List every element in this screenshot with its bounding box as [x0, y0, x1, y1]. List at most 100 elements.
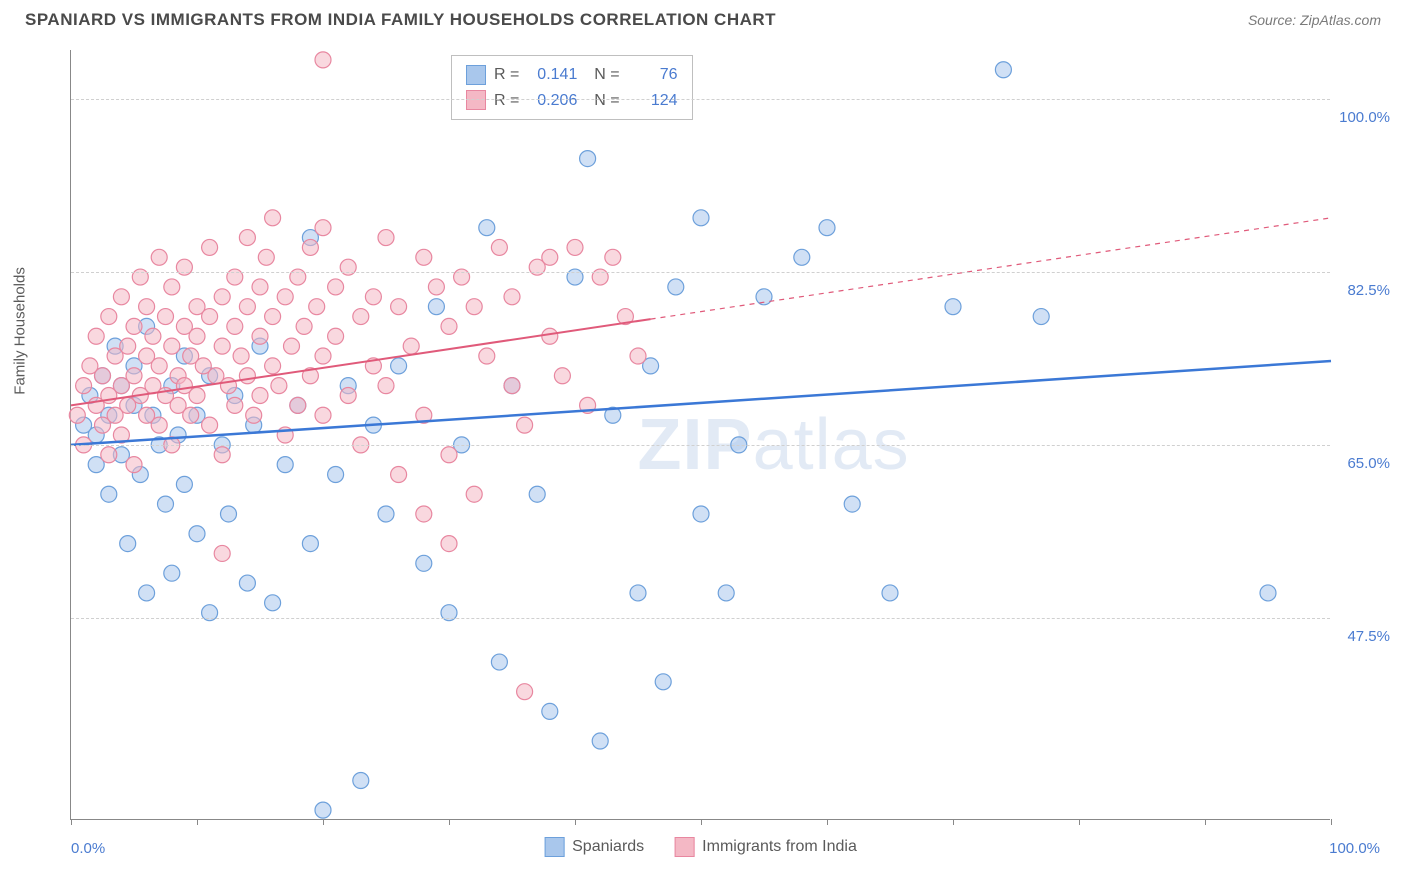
header: SPANIARD VS IMMIGRANTS FROM INDIA FAMILY… [0, 0, 1406, 35]
scatter-point [214, 447, 230, 463]
scatter-point [290, 397, 306, 413]
scatter-point [265, 309, 281, 325]
scatter-point [145, 328, 161, 344]
scatter-point [1033, 309, 1049, 325]
legend-swatch [466, 90, 486, 110]
scatter-point [126, 318, 142, 334]
scatter-point [353, 309, 369, 325]
scatter-point [466, 299, 482, 315]
legend-swatch [544, 837, 564, 857]
legend-label: Immigrants from India [702, 838, 857, 856]
scatter-point [233, 348, 249, 364]
grid-line [71, 445, 1330, 446]
scatter-point [265, 210, 281, 226]
scatter-point [794, 249, 810, 265]
scatter-point [995, 62, 1011, 78]
scatter-point [391, 358, 407, 374]
scatter-point [120, 338, 136, 354]
scatter-point [403, 338, 419, 354]
scatter-point [428, 299, 444, 315]
scatter-point [151, 249, 167, 265]
scatter-point [491, 654, 507, 670]
scatter-point [315, 52, 331, 68]
scatter-point [202, 309, 218, 325]
scatter-point [176, 476, 192, 492]
x-tick [323, 819, 324, 825]
scatter-point [441, 318, 457, 334]
scatter-point [416, 555, 432, 571]
scatter-point [479, 348, 495, 364]
scatter-point [542, 328, 558, 344]
scatter-point [491, 239, 507, 255]
scatter-point [164, 279, 180, 295]
scatter-point [101, 309, 117, 325]
x-tick-label: 0.0% [71, 840, 105, 857]
scatter-point [164, 338, 180, 354]
scatter-point [189, 388, 205, 404]
scatter-point [265, 358, 281, 374]
scatter-point [441, 447, 457, 463]
stat-n-label: N = [585, 88, 619, 114]
scatter-point [302, 239, 318, 255]
scatter-point [271, 378, 287, 394]
scatter-point [265, 595, 281, 611]
scatter-point [277, 289, 293, 305]
scatter-point [183, 407, 199, 423]
scatter-point [378, 506, 394, 522]
scatter-point [246, 407, 262, 423]
scatter-point [202, 239, 218, 255]
scatter-point [554, 368, 570, 384]
scatter-point [252, 388, 268, 404]
scatter-point [567, 239, 583, 255]
scatter-point [227, 318, 243, 334]
scatter-point [517, 417, 533, 433]
bottom-legend-item: Spaniards [544, 837, 644, 857]
scatter-point [221, 378, 237, 394]
stat-n-label: N = [585, 62, 619, 88]
grid-line [71, 99, 1330, 100]
scatter-point [189, 328, 205, 344]
scatter-point [296, 318, 312, 334]
scatter-point [416, 506, 432, 522]
scatter-point [95, 368, 111, 384]
source-attribution: Source: ZipAtlas.com [1248, 12, 1381, 28]
scatter-point [315, 802, 331, 818]
scatter-point [353, 773, 369, 789]
scatter-point [239, 575, 255, 591]
y-tick-label: 47.5% [1347, 628, 1390, 645]
scatter-point [214, 338, 230, 354]
y-tick-label: 65.0% [1347, 455, 1390, 472]
grid-line [71, 618, 1330, 619]
legend-label: Spaniards [572, 838, 644, 856]
scatter-point [416, 249, 432, 265]
x-tick [701, 819, 702, 825]
stat-r-label: R = [494, 88, 519, 114]
x-tick [1079, 819, 1080, 825]
scatter-point [391, 466, 407, 482]
scatter-point [945, 299, 961, 315]
scatter-point [214, 545, 230, 561]
y-tick-label: 82.5% [1347, 282, 1390, 299]
scatter-point [189, 526, 205, 542]
stat-r-value: 0.141 [527, 62, 577, 88]
x-tick [1205, 819, 1206, 825]
scatter-point [328, 466, 344, 482]
scatter-point [542, 249, 558, 265]
trend-line-dashed [651, 218, 1331, 319]
x-tick [953, 819, 954, 825]
scatter-point [479, 220, 495, 236]
legend-swatch [674, 837, 694, 857]
scatter-point [655, 674, 671, 690]
scatter-point [158, 309, 174, 325]
scatter-point [328, 328, 344, 344]
scatter-point [239, 299, 255, 315]
chart-title: SPANIARD VS IMMIGRANTS FROM INDIA FAMILY… [25, 10, 776, 30]
scatter-point [580, 151, 596, 167]
scatter-point [466, 486, 482, 502]
scatter-point [630, 348, 646, 364]
scatter-point [214, 289, 230, 305]
plot-area: ZIPatlas R = 0.141 N = 76 R = 0.206 N = … [70, 50, 1330, 820]
grid-line [71, 272, 1330, 273]
scatter-point [378, 378, 394, 394]
scatter-point [158, 496, 174, 512]
